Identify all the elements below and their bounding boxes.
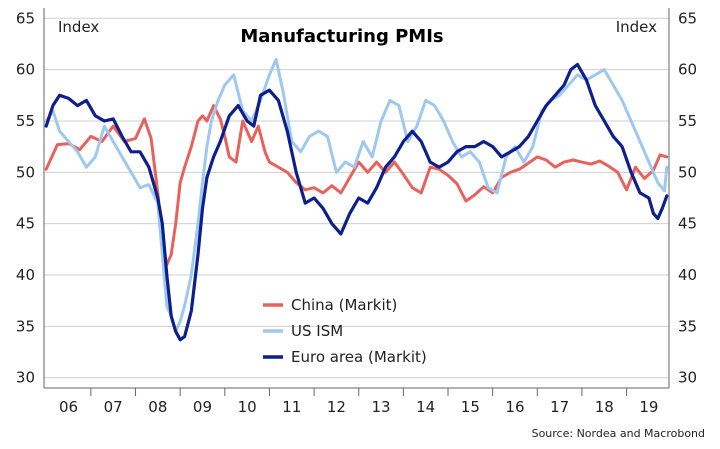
y-tick-right-65: 65 <box>678 9 697 27</box>
y-tick-right-50: 50 <box>678 163 697 181</box>
legend: China (Markit) US ISM Euro area (Markit) <box>263 296 427 366</box>
x-tick-17: 17 <box>550 398 569 416</box>
y-tick-labels-right: 30 35 40 45 50 55 60 65 <box>678 9 697 386</box>
x-tick-15: 15 <box>461 398 480 416</box>
y-tick-left-40: 40 <box>16 266 35 284</box>
x-tick-06: 06 <box>59 398 78 416</box>
legend-label: China (Markit) <box>291 296 397 314</box>
x-tick-11: 11 <box>282 398 301 416</box>
x-tick-08: 08 <box>148 398 167 416</box>
series-line-us-ism <box>44 57 669 333</box>
x-tick-14: 14 <box>416 398 435 416</box>
x-tick-18: 18 <box>595 398 614 416</box>
y-tick-right-30: 30 <box>678 369 697 387</box>
y-tick-right-40: 40 <box>678 266 697 284</box>
y-tick-right-55: 55 <box>678 112 697 130</box>
y-tick-left-30: 30 <box>16 369 35 387</box>
x-tick-10: 10 <box>238 398 257 416</box>
source-note: Source: Nordea and Macrobond <box>532 427 705 440</box>
y-tick-left-55: 55 <box>16 112 35 130</box>
y-tick-left-45: 45 <box>16 215 35 233</box>
y-tick-right-35: 35 <box>678 317 697 335</box>
left-axis-unit: Index <box>58 18 99 36</box>
series-line-euro-area-markit <box>44 62 669 342</box>
plot-frame <box>43 8 670 396</box>
x-tick-13: 13 <box>372 398 391 416</box>
x-tick-19: 19 <box>639 398 658 416</box>
x-tick-12: 12 <box>327 398 346 416</box>
y-tick-labels-left: 30 35 40 45 50 55 60 65 <box>16 9 35 386</box>
x-tick-labels: 06 07 08 09 10 11 12 13 14 15 16 17 18 19 <box>59 398 658 416</box>
series-lines <box>44 57 669 342</box>
y-tick-left-65: 65 <box>16 9 35 27</box>
right-axis-unit: Index <box>616 18 657 36</box>
x-tick-07: 07 <box>104 398 123 416</box>
gridlines <box>44 17 669 379</box>
chart-title: Manufacturing PMIs <box>240 26 443 47</box>
legend-label: Euro area (Markit) <box>291 348 427 366</box>
y-tick-right-45: 45 <box>678 215 697 233</box>
y-tick-left-60: 60 <box>16 61 35 79</box>
y-tick-right-60: 60 <box>678 61 697 79</box>
y-tick-left-35: 35 <box>16 317 35 335</box>
x-tick-16: 16 <box>505 398 524 416</box>
x-tick-09: 09 <box>193 398 212 416</box>
legend-label: US ISM <box>291 322 343 340</box>
y-tick-left-50: 50 <box>16 163 35 181</box>
